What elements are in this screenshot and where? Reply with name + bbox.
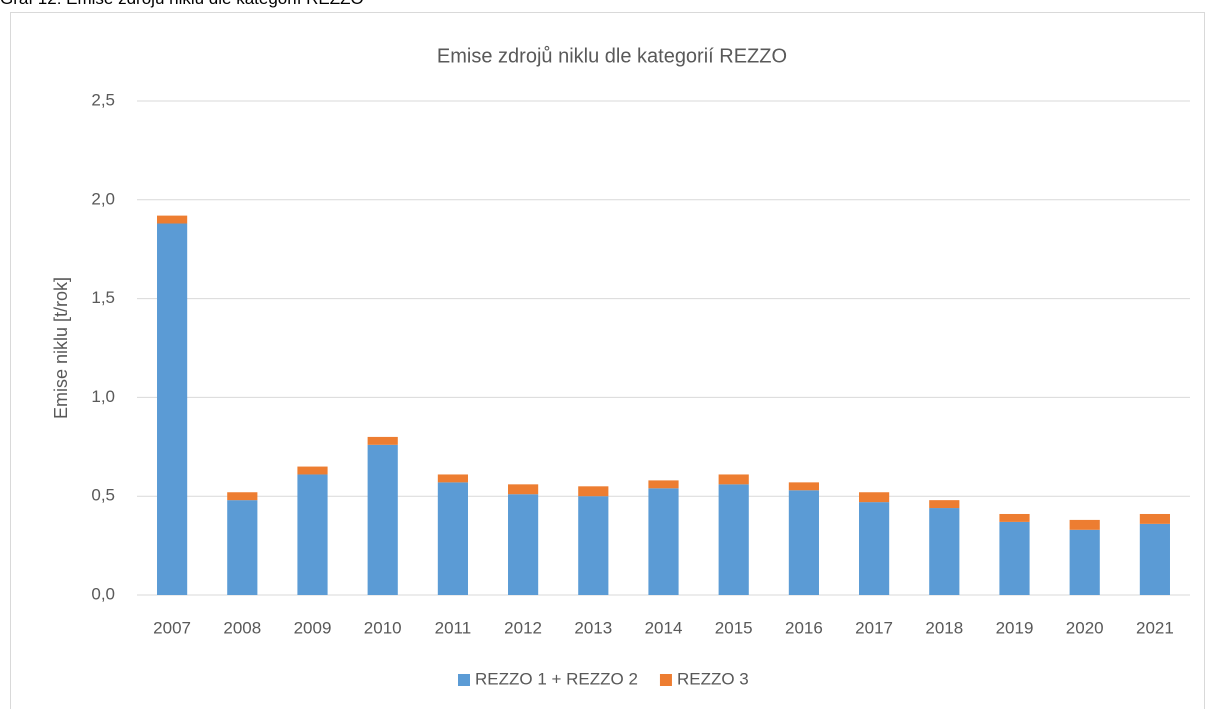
bar-segment [157, 223, 188, 595]
legend-label: REZZO 3 [677, 669, 749, 688]
y-tick-label: 1,5 [91, 288, 115, 307]
x-tick-label: 2020 [1066, 618, 1104, 637]
y-tick-label: 2,0 [91, 189, 115, 208]
bar-segment [437, 474, 468, 483]
bar-segment [367, 436, 398, 445]
x-tick-label: 2012 [504, 618, 542, 637]
bar-segment [227, 500, 258, 595]
legend-swatch [659, 674, 672, 686]
bar-segment [1139, 523, 1170, 595]
bar-segment [297, 466, 328, 475]
bar-segment [859, 502, 890, 595]
y-tick-label: 0,0 [91, 584, 115, 603]
x-tick-label: 2014 [645, 618, 683, 637]
y-axis-label: Emise niklu [t/rok] [51, 277, 71, 419]
bar-segment [718, 484, 749, 595]
caption: Graf 12: Emise zdrojů niklu dle kategori… [0, 0, 364, 8]
y-tick-label: 1,0 [91, 387, 115, 406]
chart-title: Emise zdrojů niklu dle kategorií REZZO [437, 45, 787, 67]
bar-segment [718, 474, 749, 485]
bar-segment [508, 484, 539, 495]
bar-segment [227, 492, 258, 501]
x-tick-label: 2010 [364, 618, 402, 637]
x-tick-label: 2008 [223, 618, 261, 637]
bar-segment [929, 508, 960, 595]
x-tick-label: 2013 [574, 618, 612, 637]
y-tick-label: 0,5 [91, 486, 115, 505]
legend-label: REZZO 1 + REZZO 2 [475, 669, 638, 688]
x-tick-label: 2007 [153, 618, 191, 637]
bar-segment [648, 488, 679, 595]
chart-frame [10, 12, 1205, 709]
y-tick-label: 2,5 [91, 90, 115, 109]
bar-segment [297, 474, 328, 595]
bar-segment [929, 500, 960, 509]
bar-segment [1069, 519, 1100, 530]
bar-segment [157, 215, 188, 224]
bar-segment [1069, 529, 1100, 595]
x-tick-label: 2018 [925, 618, 963, 637]
x-tick-label: 2016 [785, 618, 823, 637]
bar-segment [999, 521, 1030, 595]
x-tick-label: 2011 [435, 618, 472, 637]
bar-segment [437, 482, 468, 595]
bar-segment [788, 482, 819, 491]
bar-segment [999, 513, 1030, 522]
x-tick-label: 2021 [1136, 618, 1174, 637]
bar-segment [367, 444, 398, 595]
bar-segment [578, 496, 609, 595]
bar-segment [508, 494, 539, 595]
x-tick-label: 2017 [855, 618, 893, 637]
x-tick-label: 2015 [715, 618, 753, 637]
bar-segment [1139, 513, 1170, 524]
bar-segment [788, 490, 819, 595]
legend-swatch [458, 674, 470, 686]
x-tick-label: 2019 [996, 618, 1034, 637]
x-tick-label: 2009 [294, 618, 332, 637]
bar-segment [648, 480, 679, 489]
bar-segment [859, 492, 890, 503]
bar-segment [578, 486, 609, 497]
